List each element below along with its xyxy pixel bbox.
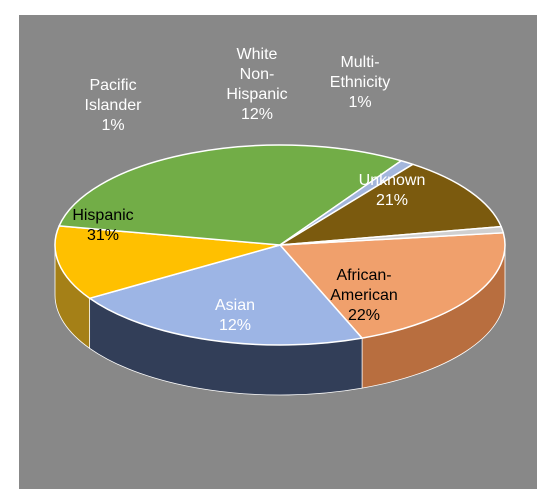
label-category: African- xyxy=(336,267,391,284)
header-strip xyxy=(0,0,556,12)
label-category: Hispanic xyxy=(72,207,133,224)
label-percent: 22% xyxy=(348,307,380,324)
label-unknown: Unknown 21% xyxy=(359,172,426,209)
label-category: Non- xyxy=(240,66,275,83)
pie-top-faces xyxy=(54,144,506,346)
label-african-american: African- American 22% xyxy=(330,267,398,324)
pie-slice-multi-ethnicity xyxy=(279,225,505,246)
pie-slice-unknown xyxy=(279,232,506,339)
label-category: Asian xyxy=(215,297,255,314)
label-category: White xyxy=(237,46,278,63)
label-category: Unknown xyxy=(359,172,426,189)
pie-chart: Unknown 21% African- American 22% Asian 12% His… xyxy=(54,46,506,396)
label-percent: 12% xyxy=(241,106,273,123)
label-category: Hispanic xyxy=(226,86,287,103)
label-pacific-islander: Pacific Islander 1% xyxy=(85,77,143,134)
chart-area: Unknown 21% African- American 22% Asian 12% His… xyxy=(19,15,537,489)
label-percent: 31% xyxy=(87,227,119,244)
pie-side-walls xyxy=(54,244,506,396)
pie-labels: Unknown 21% African- American 22% Asian 12% His… xyxy=(72,46,425,334)
label-hispanic: Hispanic 31% xyxy=(72,207,133,244)
label-percent: 1% xyxy=(101,117,124,134)
label-category: Pacific xyxy=(89,77,136,94)
pie-slice-white-non-hispanic xyxy=(279,163,502,246)
label-white-non-hispanic: White Non- Hispanic 12% xyxy=(226,46,287,123)
pie-slice-african-american xyxy=(88,244,363,346)
label-multi-ethnicity: Multi- Ethnicity 1% xyxy=(330,54,390,111)
label-percent: 12% xyxy=(219,317,251,334)
label-category: Ethnicity xyxy=(330,74,390,91)
label-percent: 1% xyxy=(348,94,371,111)
label-percent: 21% xyxy=(376,192,408,209)
pie-slice-asian xyxy=(54,225,281,300)
label-asian: Asian 12% xyxy=(215,297,255,334)
label-category: Islander xyxy=(85,97,143,114)
label-category: American xyxy=(330,287,398,304)
label-category: Multi- xyxy=(340,54,379,71)
